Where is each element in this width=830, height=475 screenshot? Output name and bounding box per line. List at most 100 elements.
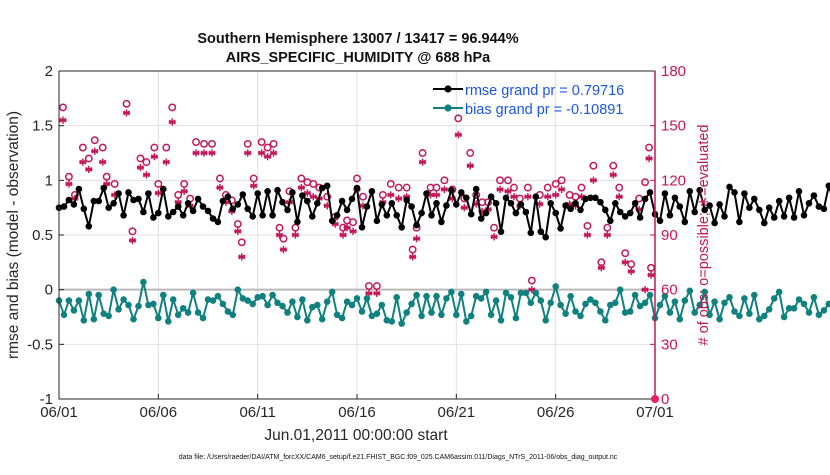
y-left-tick-label: 0 [45, 282, 53, 299]
rmse-point [384, 212, 391, 219]
x-tick-label: 06/01 [40, 404, 78, 421]
rmse-point [274, 187, 281, 194]
x-tick-label: 06/16 [338, 404, 376, 421]
bias-point [364, 295, 371, 302]
rmse-point [498, 228, 505, 235]
rmse-point [642, 196, 649, 203]
bias-point [751, 292, 758, 299]
rmse-point [249, 213, 256, 220]
bias-point [493, 297, 500, 304]
rmse-point [463, 195, 470, 202]
rmse-point [225, 193, 232, 200]
bias-point [389, 318, 396, 325]
rmse-point [289, 189, 296, 196]
bias-point [150, 301, 157, 308]
rmse-point [71, 201, 78, 208]
rmse-point [235, 201, 242, 208]
bias-point [324, 298, 331, 305]
bias-point [135, 303, 142, 310]
rmse-point [716, 201, 723, 208]
chart-title: Southern Hemisphere 13007 / 13417 = 96.9… [197, 31, 518, 47]
rmse-point [617, 209, 624, 216]
rmse-point [761, 220, 768, 227]
rmse-point [389, 200, 396, 207]
bias-point [498, 317, 505, 324]
bias-point [86, 291, 93, 298]
rmse-point [483, 210, 490, 217]
rmse-point [796, 188, 803, 195]
bias-point [791, 305, 798, 312]
bias-point [577, 313, 584, 320]
rmse-point [279, 199, 286, 206]
y-left-tick-label: -0.5 [27, 336, 53, 353]
bias-point [582, 301, 589, 308]
rmse-point [682, 219, 689, 226]
bias-point [821, 307, 828, 314]
rmse-point [736, 219, 743, 226]
bias-point [438, 312, 445, 319]
bias-point [81, 317, 88, 324]
bias-point [602, 317, 609, 324]
bias-point [279, 303, 286, 310]
bias-point [105, 313, 112, 320]
rmse-point [160, 186, 167, 193]
x-tick-label: 06/26 [537, 404, 575, 421]
bias-point [547, 300, 554, 307]
rmse-point [349, 196, 356, 203]
bias-point [428, 309, 435, 316]
bias-point [175, 312, 182, 319]
bias-point [249, 301, 256, 308]
bias-point [314, 302, 321, 309]
rmse-point [533, 193, 540, 200]
rmse-point [180, 212, 187, 219]
bias-point [443, 295, 450, 302]
bias-point [339, 315, 346, 322]
rmse-point [190, 208, 197, 215]
rmse-point [542, 234, 549, 241]
bias-point [557, 302, 564, 309]
bias-point [538, 297, 545, 304]
bias-point [120, 296, 127, 303]
y-right-tick-label: 60 [661, 282, 678, 299]
bias-point [781, 314, 788, 321]
bias-point [632, 292, 639, 299]
rmse-point [364, 203, 371, 210]
bias-point [110, 286, 117, 293]
rmse-point [677, 203, 684, 210]
bias-point [552, 283, 559, 290]
bias-point [811, 294, 818, 301]
y-right-tick-label: 0 [661, 391, 669, 408]
rmse-point [667, 212, 674, 219]
rmse-point [503, 195, 510, 202]
rmse-point [220, 198, 227, 205]
y-left-tick-label: 1 [45, 172, 53, 189]
bias-point [71, 307, 78, 314]
rmse-point [756, 207, 763, 214]
rmse-point [100, 185, 107, 192]
rmse-point [508, 200, 515, 207]
rmse-point [125, 189, 132, 196]
bias-point [269, 292, 276, 299]
rmse-point [448, 187, 455, 194]
rmse-point [269, 212, 276, 219]
bias-point [95, 292, 102, 299]
rmse-point [115, 190, 122, 197]
bias-point [185, 309, 192, 316]
rmse-point [557, 225, 564, 232]
rmse-point [493, 200, 500, 207]
rmse-point [254, 190, 261, 197]
rmse-point [369, 188, 376, 195]
y-right-tick-label: 180 [661, 63, 686, 80]
rmse-point [528, 230, 535, 237]
bias-point [448, 289, 455, 296]
bias-point [299, 296, 306, 303]
rmse-point [398, 224, 405, 231]
bias-point [329, 289, 336, 296]
rmse-point [140, 209, 147, 216]
bias-point [304, 317, 311, 324]
bias-point [170, 296, 177, 303]
rmse-point [155, 210, 162, 217]
rmse-point [95, 198, 102, 205]
bias-point [513, 315, 520, 322]
bias-point [61, 312, 68, 319]
